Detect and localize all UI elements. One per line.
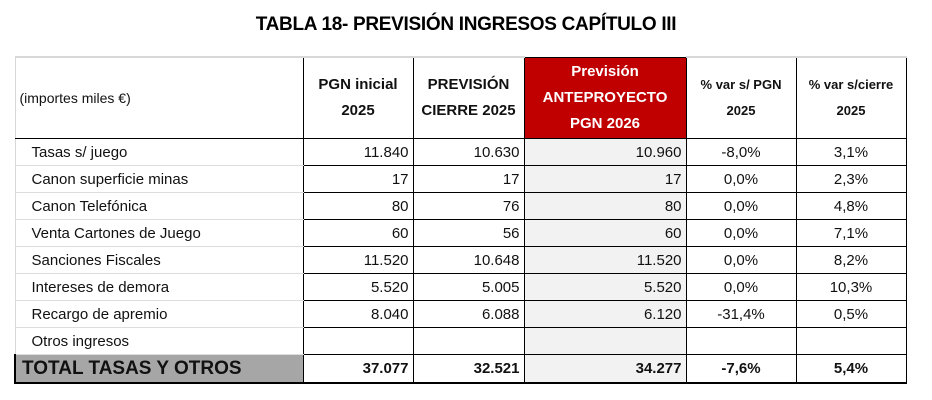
prevision-cierre-cell: 5.005: [412, 273, 525, 301]
anteproyecto-cell: [523, 327, 687, 355]
pgn-inicial-cell: 80: [302, 192, 414, 220]
prevision-cierre-cell: 6.088: [412, 300, 525, 328]
prevision-cierre-cell: 17: [412, 165, 525, 193]
row-label-cell: Tasas s/ juego: [14, 138, 304, 166]
prevision-cierre-cell: 56: [412, 219, 525, 247]
prevision-cierre-cell: 10.648: [412, 246, 525, 274]
table-row: Sanciones Fiscales 11.520 10.648 11.520 0,0%…: [14, 246, 907, 274]
row-label-cell: Intereses de demora: [14, 273, 304, 301]
var-cierre-cell: 7,1%: [795, 219, 907, 247]
pgn-inicial-cell: 37.077: [302, 354, 414, 384]
var-pgn-cell: -7,6%: [685, 354, 797, 384]
header-units: (importes miles €): [14, 56, 304, 139]
var-pgn-cell: 0,0%: [685, 165, 797, 193]
var-pgn-cell: -8,0%: [685, 138, 797, 166]
prevision-cierre-cell: 32.521: [412, 354, 525, 384]
row-label-cell: Recargo de apremio: [14, 300, 304, 328]
pgn-inicial-cell: 11.520: [302, 246, 414, 274]
table-row: Canon superficie minas 17 17 17 0,0% 2,3%: [14, 165, 907, 193]
var-pgn-cell: 0,0%: [685, 246, 797, 274]
row-label-cell: Otros ingresos: [14, 327, 304, 355]
header-prevision-cierre: PREVISIÓN CIERRE 2025: [412, 56, 525, 139]
var-cierre-cell: 0,5%: [795, 300, 907, 328]
prevision-cierre-cell: 76: [412, 192, 525, 220]
anteproyecto-cell: 17: [523, 165, 687, 193]
anteproyecto-cell: 80: [523, 192, 687, 220]
pgn-inicial-cell: 17: [302, 165, 414, 193]
header-var-pgn: % var s/ PGN 2025: [685, 56, 797, 139]
var-cierre-cell: 4,8%: [795, 192, 907, 220]
prevision-cierre-cell: [412, 327, 525, 355]
row-label-cell: Canon superficie minas: [14, 165, 304, 193]
table-title: TABLA 18- PREVISIÓN INGRESOS CAPÍTULO II…: [255, 14, 677, 35]
var-cierre-cell: 5,4%: [795, 354, 907, 384]
revenue-table: (importes miles €) PGN inicial 2025 PREVI…: [14, 56, 907, 384]
table-row: Canon Telefónica 80 76 80 0,0% 4,8%: [14, 192, 907, 220]
anteproyecto-cell: 60: [523, 219, 687, 247]
header-var-cierre: % var s/cierre 2025: [795, 56, 907, 139]
pgn-inicial-cell: 8.040: [302, 300, 414, 328]
anteproyecto-cell: 10.960: [523, 138, 687, 166]
table-row: Intereses de demora 5.520 5.005 5.520 0,0% 10…: [14, 273, 907, 301]
table-row: Recargo de apremio 8.040 6.088 6.120 -31,4% 0…: [14, 300, 907, 328]
anteproyecto-cell: 34.277: [523, 354, 687, 384]
table-row: Tasas s/ juego 11.840 10.630 10.960 -8,0% 3,1…: [14, 138, 907, 166]
var-pgn-cell: -31,4%: [685, 300, 797, 328]
var-cierre-cell: [795, 327, 907, 355]
var-pgn-cell: 0,0%: [685, 273, 797, 301]
header-row: (importes miles €) PGN inicial 2025 PREVI…: [14, 56, 907, 139]
row-label-cell: Sanciones Fiscales: [14, 246, 304, 274]
anteproyecto-cell: 11.520: [523, 246, 687, 274]
var-cierre-cell: 8,2%: [795, 246, 907, 274]
table-row: Otros ingresos: [14, 327, 907, 355]
row-label-cell: Canon Telefónica: [14, 192, 304, 220]
pgn-inicial-cell: 60: [302, 219, 414, 247]
total-row: TOTAL TASAS Y OTROS 37.077 32.521 34.277 -7,…: [14, 354, 907, 384]
var-cierre-cell: 3,1%: [795, 138, 907, 166]
pgn-inicial-cell: [302, 327, 414, 355]
var-pgn-cell: 0,0%: [685, 192, 797, 220]
prevision-cierre-cell: 10.630: [412, 138, 525, 166]
row-label-cell: TOTAL TASAS Y OTROS: [14, 354, 304, 384]
table-row: Venta Cartones de Juego 60 56 60 0,0% 7,1%: [14, 219, 907, 247]
anteproyecto-cell: 6.120: [523, 300, 687, 328]
var-pgn-cell: [685, 327, 797, 355]
var-pgn-cell: 0,0%: [685, 219, 797, 247]
pgn-inicial-cell: 11.840: [302, 138, 414, 166]
var-cierre-cell: 2,3%: [795, 165, 907, 193]
header-anteproyecto: Previsión ANTEPROYECTO PGN 2026: [523, 56, 687, 139]
anteproyecto-cell: 5.520: [523, 273, 687, 301]
pgn-inicial-cell: 5.520: [302, 273, 414, 301]
row-label-cell: Venta Cartones de Juego: [14, 219, 304, 247]
var-cierre-cell: 10,3%: [795, 273, 907, 301]
header-pgn-inicial: PGN inicial 2025: [302, 56, 414, 139]
